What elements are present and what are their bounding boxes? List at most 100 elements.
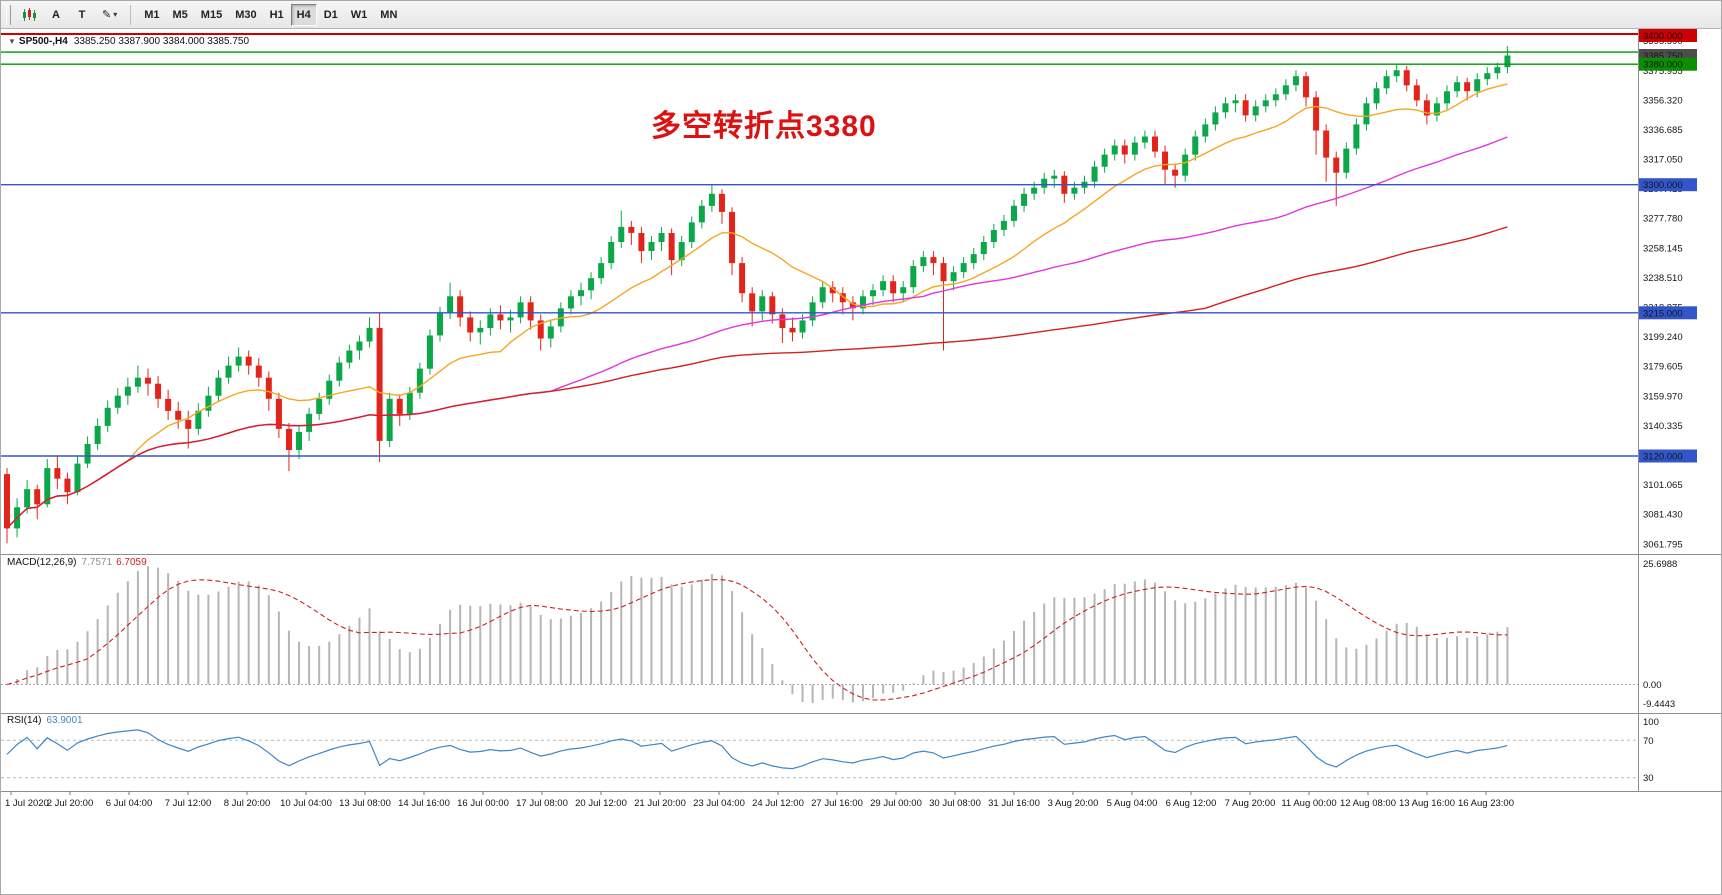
candle-body	[718, 193, 725, 212]
timeframe-mn[interactable]: MN	[374, 4, 403, 26]
time-axis-label: 6 Jul 04:00	[106, 798, 152, 809]
candle-body	[54, 468, 61, 479]
candle-body	[1464, 82, 1471, 92]
timeframe-m30[interactable]: M30	[229, 4, 262, 26]
candle-body	[336, 362, 343, 381]
price-axis-label: 3061.795	[1643, 539, 1683, 550]
candle-body	[628, 226, 635, 233]
time-axis-label: 12 Aug 08:00	[1340, 798, 1396, 809]
candle-body	[1222, 103, 1229, 113]
timeframe-m1[interactable]: M1	[138, 4, 165, 26]
chart-shift-icon[interactable]: ▼	[8, 37, 16, 46]
chart-canvas[interactable]: 3395.5903375.9553356.3203336.6853317.050…	[1, 29, 1722, 814]
timeframe-m5[interactable]: M5	[167, 4, 194, 26]
candle-body	[688, 222, 695, 242]
candle-body	[386, 398, 393, 441]
candle-body	[658, 233, 665, 242]
draw-tools-button[interactable]: ✎ ▾	[96, 4, 123, 26]
candle-body	[1071, 187, 1078, 194]
macd-params: MACD(12,26,9)	[7, 557, 77, 568]
ma-mid-line	[6, 136, 1508, 529]
pencil-icon: ✎	[102, 9, 112, 21]
macd-axis-label: -9.4443	[1643, 699, 1675, 710]
macd-axis-label: 25.6988	[1643, 559, 1677, 570]
candle-body	[859, 296, 866, 309]
candle-body	[426, 335, 433, 369]
candle-body	[809, 302, 816, 321]
candle-body	[1504, 55, 1511, 68]
candle-body	[789, 327, 796, 333]
time-axis-label: 21 Jul 20:00	[634, 798, 686, 809]
candle-body	[165, 398, 172, 411]
timeframe-h1[interactable]: H1	[264, 4, 290, 26]
candle-body	[1353, 124, 1360, 149]
time-axis-label: 13 Aug 16:00	[1399, 798, 1455, 809]
candle-body	[547, 326, 554, 339]
candle-body	[930, 257, 937, 264]
candle-body	[1313, 97, 1320, 131]
candle-body	[64, 478, 71, 493]
time-axis-label: 11 Aug 00:00	[1281, 798, 1336, 809]
chevron-down-icon: ▾	[113, 10, 118, 19]
timeframe-h4[interactable]: H4	[290, 3, 317, 26]
price-axis-label: 3317.050	[1643, 155, 1683, 166]
price-badge-label: 3385.750	[1643, 51, 1683, 62]
candle-body	[648, 242, 655, 251]
ma-slow-line	[6, 226, 1508, 529]
time-axis-label: 3 Aug 20:00	[1048, 798, 1099, 809]
candle-body	[759, 296, 766, 312]
candle-body	[1041, 178, 1048, 188]
price-badge-label: 3120.000	[1643, 452, 1683, 463]
chart-symbol-period: SP500-,H4	[18, 36, 68, 47]
candle-body	[698, 205, 705, 223]
candle-body	[1363, 103, 1370, 125]
candle-body	[668, 233, 675, 261]
timeframe-w1[interactable]: W1	[345, 4, 374, 26]
timeframe-m15[interactable]: M15	[195, 4, 228, 26]
candle-body	[900, 287, 907, 294]
candle-body	[366, 327, 373, 342]
price-axis-label: 3258.145	[1643, 243, 1683, 254]
candle-body	[527, 302, 534, 321]
candle-body	[497, 314, 504, 321]
price-axis-label: 3140.335	[1643, 421, 1683, 432]
candle-body	[608, 242, 615, 264]
candle-body	[920, 257, 927, 267]
time-axis-label: 14 Jul 16:00	[398, 798, 450, 809]
candle-body	[638, 233, 645, 252]
price-badge-label: 3380.000	[1643, 60, 1683, 71]
candle-body	[1303, 76, 1310, 98]
price-axis-label: 3336.685	[1643, 125, 1683, 136]
timeframe-d1[interactable]: D1	[318, 4, 344, 26]
rsi-params: RSI(14)	[7, 715, 42, 726]
candle-body	[24, 489, 31, 508]
candle-body	[1413, 85, 1420, 101]
candle-body	[205, 395, 212, 411]
time-axis-label: 29 Jul 00:00	[870, 798, 922, 809]
candle-body	[537, 320, 544, 339]
candle-body	[406, 392, 413, 414]
candle-body	[1272, 94, 1279, 101]
chart-window-button[interactable]	[16, 4, 42, 26]
price-axis-label: 3159.970	[1643, 391, 1683, 402]
candle-body	[678, 242, 685, 261]
candle-body	[104, 407, 111, 426]
toolbar-grip[interactable]	[6, 4, 11, 25]
price-axis-label: 3356.320	[1643, 95, 1683, 106]
label-tool-button[interactable]: T	[70, 4, 94, 26]
candlestick-chart-icon	[23, 7, 36, 21]
candle-body	[890, 281, 897, 294]
candle-body	[940, 263, 947, 282]
ma-fast-line	[6, 83, 1508, 529]
annotation-text[interactable]: 多空转折点3380	[651, 110, 877, 143]
candle-body	[910, 266, 917, 288]
macd-histogram	[16, 566, 1509, 704]
candle-body	[94, 425, 101, 444]
candle-body	[326, 380, 333, 399]
candle-body	[618, 226, 625, 242]
price-axis-label: 3081.430	[1643, 510, 1683, 521]
text-tool-button[interactable]: A	[44, 4, 68, 26]
candle-body	[1111, 145, 1118, 155]
candle-body	[598, 263, 605, 279]
